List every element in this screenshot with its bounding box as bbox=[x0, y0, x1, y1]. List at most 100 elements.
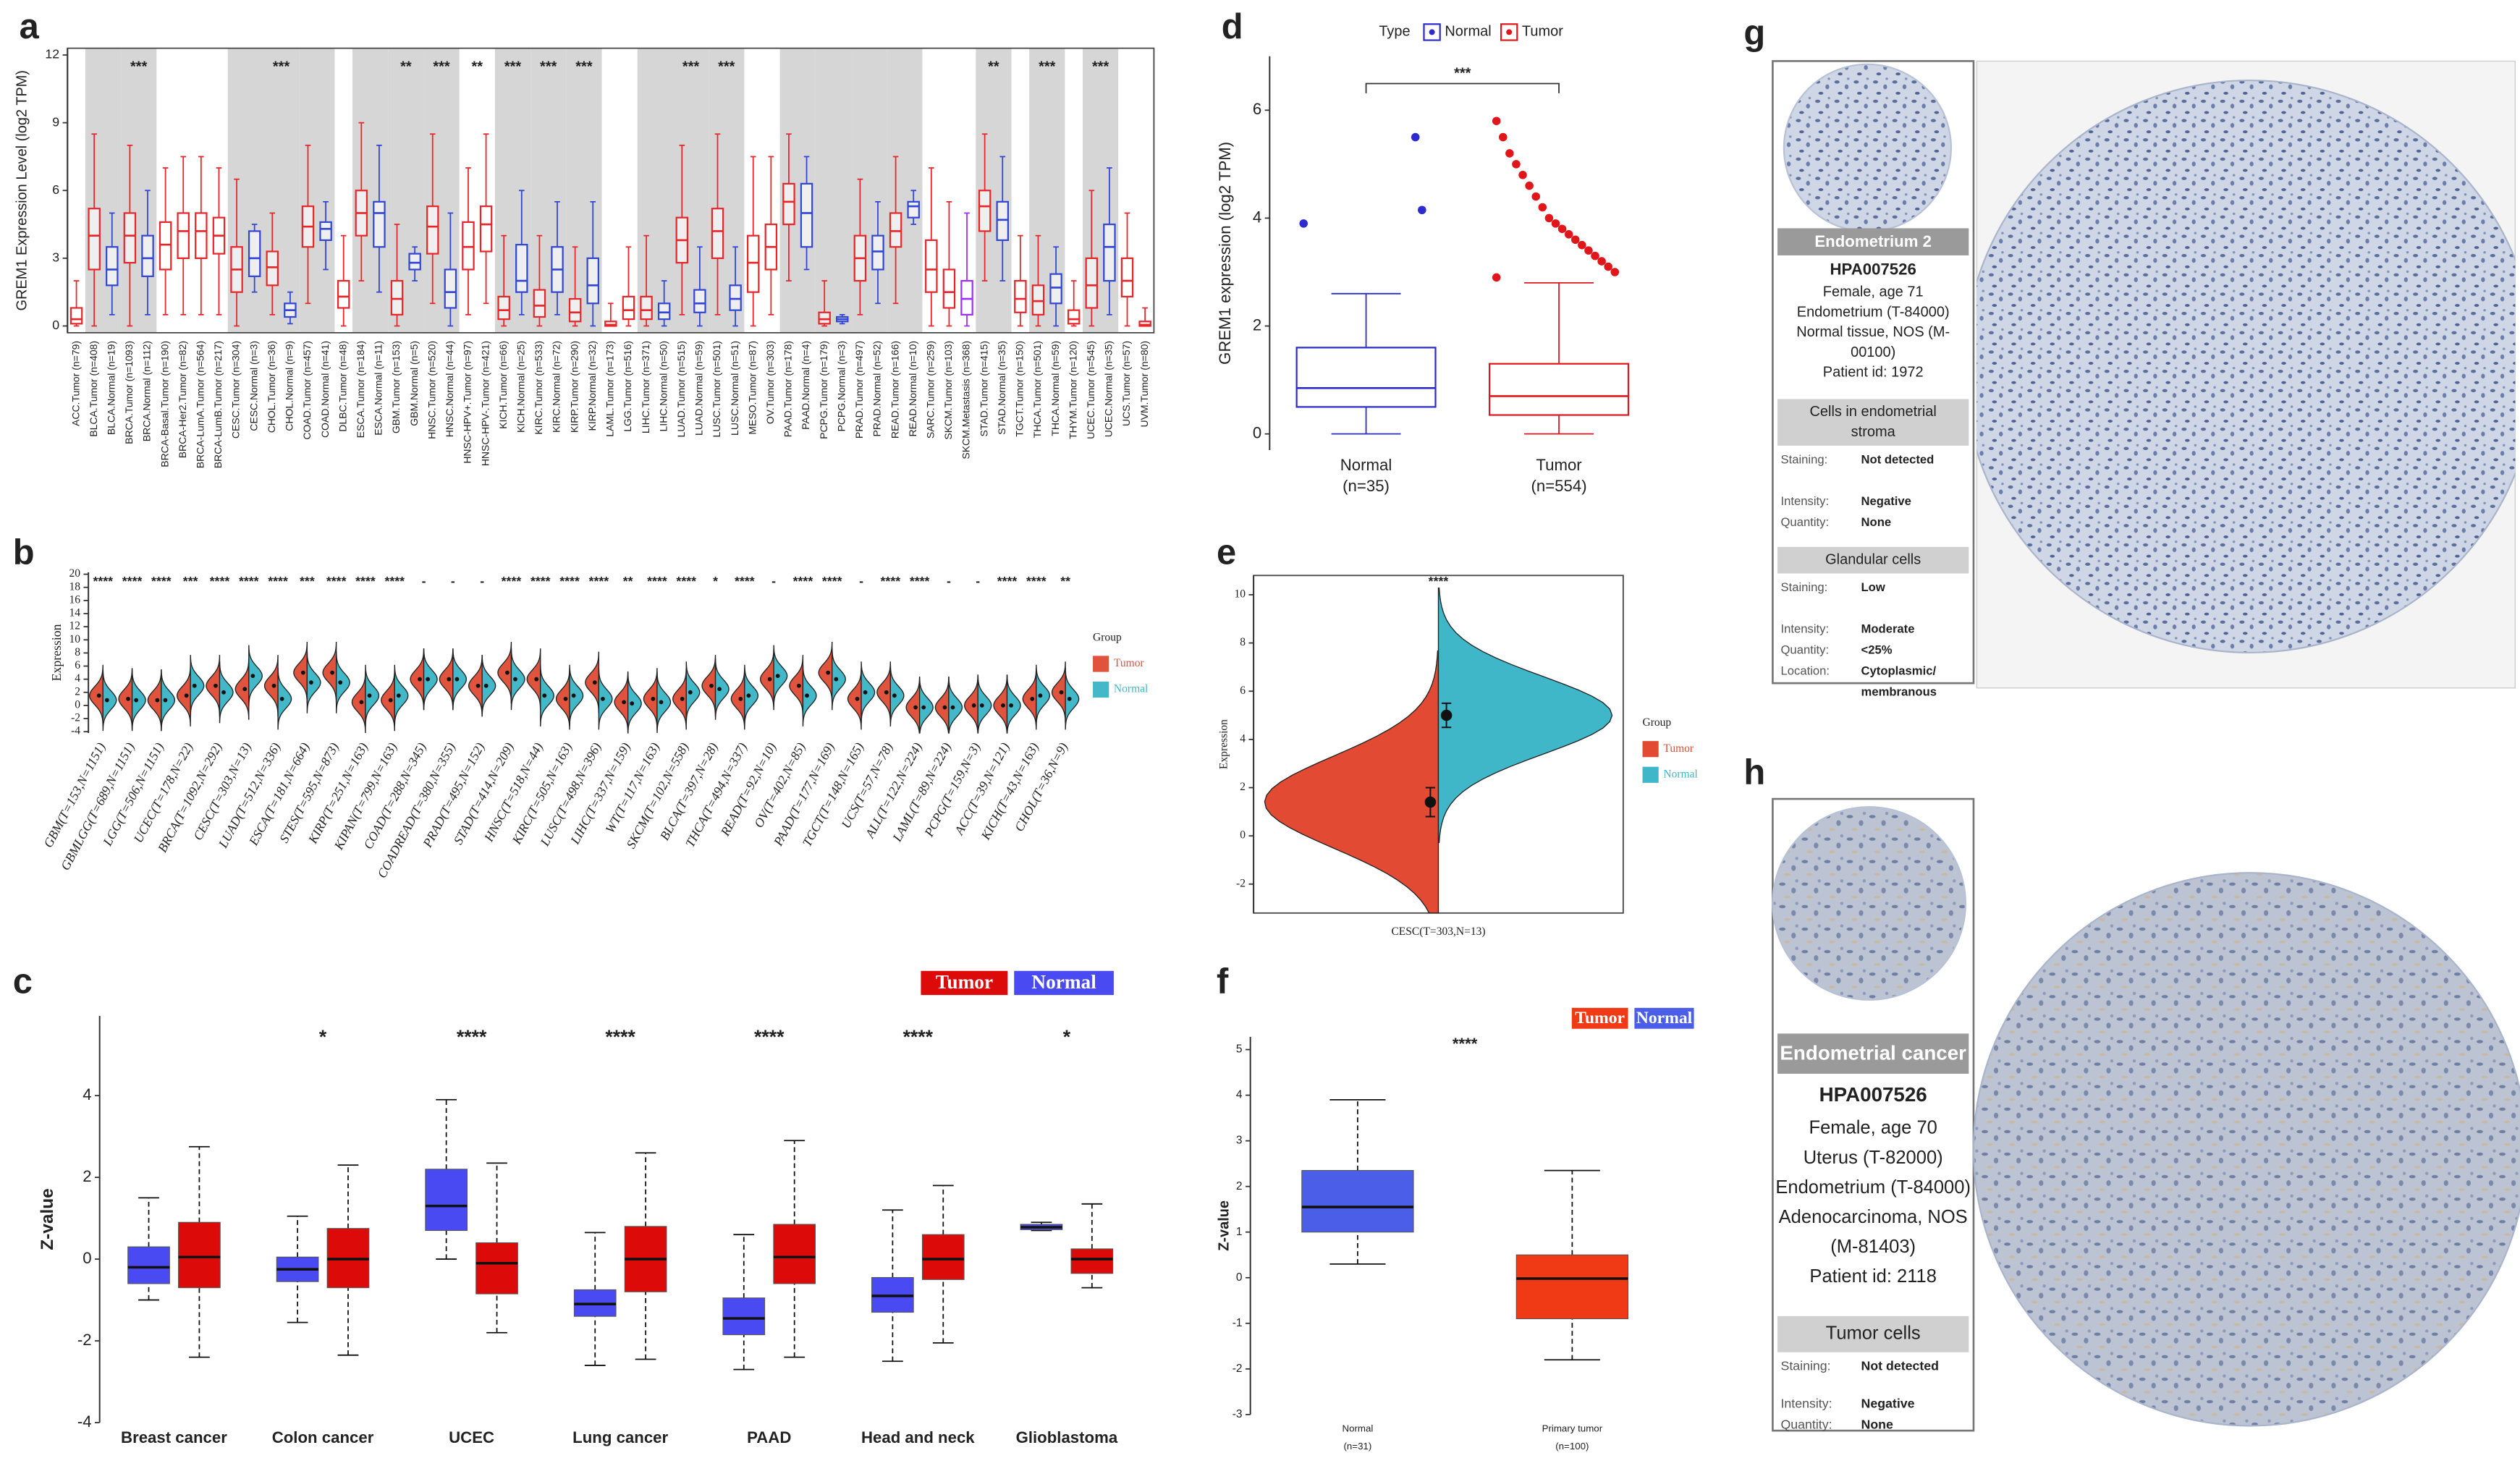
box bbox=[248, 230, 261, 277]
panel-letter: c bbox=[13, 962, 33, 1001]
median-point bbox=[1030, 696, 1035, 701]
median-point bbox=[797, 683, 801, 688]
median-point bbox=[155, 698, 160, 703]
significance: **** bbox=[457, 1026, 487, 1048]
x-tick-label: KIRP.Tumor (n=290) bbox=[568, 341, 580, 433]
box bbox=[871, 234, 884, 271]
violin-half bbox=[351, 671, 366, 733]
violin-half bbox=[934, 677, 950, 734]
box bbox=[178, 1221, 221, 1289]
box bbox=[921, 1234, 965, 1280]
y-axis-label: Z-value bbox=[1216, 1200, 1232, 1251]
x-tick-label: PCPG.Normal (n=3) bbox=[835, 341, 847, 432]
legend-title: Group bbox=[1643, 716, 1672, 729]
significance: ** bbox=[472, 59, 483, 75]
y-tick-label: 12 bbox=[69, 620, 81, 632]
x-tick-label: Head and neck bbox=[861, 1428, 975, 1446]
section-band bbox=[1777, 399, 1969, 446]
significance: *** bbox=[300, 574, 315, 588]
x-tick-label: PAAD.Normal (n=4) bbox=[800, 341, 811, 430]
box bbox=[800, 182, 813, 248]
median-point bbox=[454, 677, 460, 682]
box bbox=[1103, 223, 1116, 282]
x-tick-label: LUSC.Tumor (n=501) bbox=[711, 341, 722, 438]
pair-shade bbox=[637, 48, 673, 333]
violin-half bbox=[1264, 650, 1439, 914]
x-tick-label: COAD.Tumor (n=457) bbox=[301, 341, 313, 440]
x-tick-label: Glioblastoma bbox=[1016, 1428, 1118, 1446]
significance: *** bbox=[183, 574, 198, 588]
median-point bbox=[971, 703, 976, 708]
y-tick-label: 10 bbox=[1234, 588, 1246, 601]
significance: *** bbox=[273, 59, 290, 75]
x-tick-note: (n=100) bbox=[1555, 1441, 1589, 1452]
legend-label: Normal bbox=[1636, 1009, 1693, 1028]
section-band bbox=[1777, 1315, 1969, 1352]
violin-half bbox=[190, 655, 205, 717]
field-label: Quantity: bbox=[1780, 643, 1829, 657]
median-point bbox=[659, 700, 664, 705]
box bbox=[497, 295, 510, 321]
violin-half bbox=[439, 648, 454, 711]
violin-half bbox=[497, 642, 512, 704]
x-tick-label: MESO.Tumor (n=87) bbox=[746, 341, 758, 435]
violin-half bbox=[1065, 668, 1080, 730]
significance: **** bbox=[268, 574, 288, 588]
box bbox=[1301, 1170, 1414, 1233]
box bbox=[425, 1169, 468, 1232]
x-tick-label: KIRC.Tumor (n=533) bbox=[533, 341, 544, 435]
x-tick-label: Breast cancer bbox=[121, 1428, 227, 1446]
box bbox=[942, 268, 956, 309]
median-point bbox=[221, 690, 226, 695]
median-point bbox=[601, 696, 605, 701]
box bbox=[1295, 347, 1437, 408]
y-tick-label: 0 bbox=[1236, 1271, 1243, 1284]
violin-half bbox=[656, 671, 672, 733]
field-value: Negative bbox=[1861, 1396, 1915, 1410]
median-point bbox=[855, 696, 860, 701]
violin-half bbox=[889, 664, 905, 726]
violin-half bbox=[773, 645, 788, 707]
x-tick-label: HNSC-HPV-.Tumor (n=421) bbox=[479, 341, 491, 466]
median-point bbox=[359, 700, 364, 705]
box bbox=[818, 311, 831, 325]
x-tick-label: KICH.Normal (n=25) bbox=[515, 341, 527, 433]
x-tick-label: READ.Normal (n=10) bbox=[907, 341, 918, 437]
violin-half bbox=[219, 661, 234, 724]
box bbox=[1489, 363, 1630, 416]
x-tick-label: PCPG.Tumor (n=179) bbox=[818, 341, 829, 439]
legend-swatch bbox=[1571, 1007, 1628, 1029]
median-point bbox=[279, 696, 284, 701]
panel-letter: f bbox=[1217, 962, 1229, 1001]
data-point bbox=[1591, 251, 1599, 260]
median-point bbox=[1424, 796, 1437, 808]
significance: **** bbox=[793, 574, 813, 588]
median-point bbox=[688, 690, 693, 695]
significance: *** bbox=[504, 59, 522, 75]
violin-half bbox=[234, 658, 250, 720]
x-tick-label: BRCA-Her2.Tumor (n=82) bbox=[177, 341, 188, 458]
legend-label: Tumor bbox=[1663, 742, 1694, 755]
y-axis-label: Z-value bbox=[38, 1188, 57, 1250]
x-tick-label: SKCM.Tumor (n=103) bbox=[942, 341, 954, 440]
x-tick-label: BRCA-Basal.Tumor (n=190) bbox=[158, 341, 170, 467]
y-axis-label: Expression bbox=[1218, 719, 1230, 769]
median-point bbox=[426, 677, 431, 682]
median-point bbox=[571, 693, 576, 698]
significance: * bbox=[1063, 1026, 1071, 1048]
violin-half bbox=[481, 655, 496, 717]
x-tick-label: LUAD.Tumor (n=515) bbox=[675, 341, 687, 438]
violin-half bbox=[977, 674, 992, 734]
box bbox=[479, 205, 493, 253]
median-point bbox=[418, 677, 422, 682]
legend-label: Normal bbox=[1445, 24, 1491, 40]
field-label: Staining: bbox=[1780, 1359, 1830, 1373]
data-point bbox=[1518, 171, 1527, 179]
median-point bbox=[921, 705, 926, 710]
y-tick-label: 4 bbox=[1253, 208, 1261, 226]
median-point bbox=[534, 677, 539, 682]
box bbox=[568, 297, 582, 323]
violin-half bbox=[452, 648, 468, 711]
legend-swatch bbox=[1642, 741, 1659, 758]
